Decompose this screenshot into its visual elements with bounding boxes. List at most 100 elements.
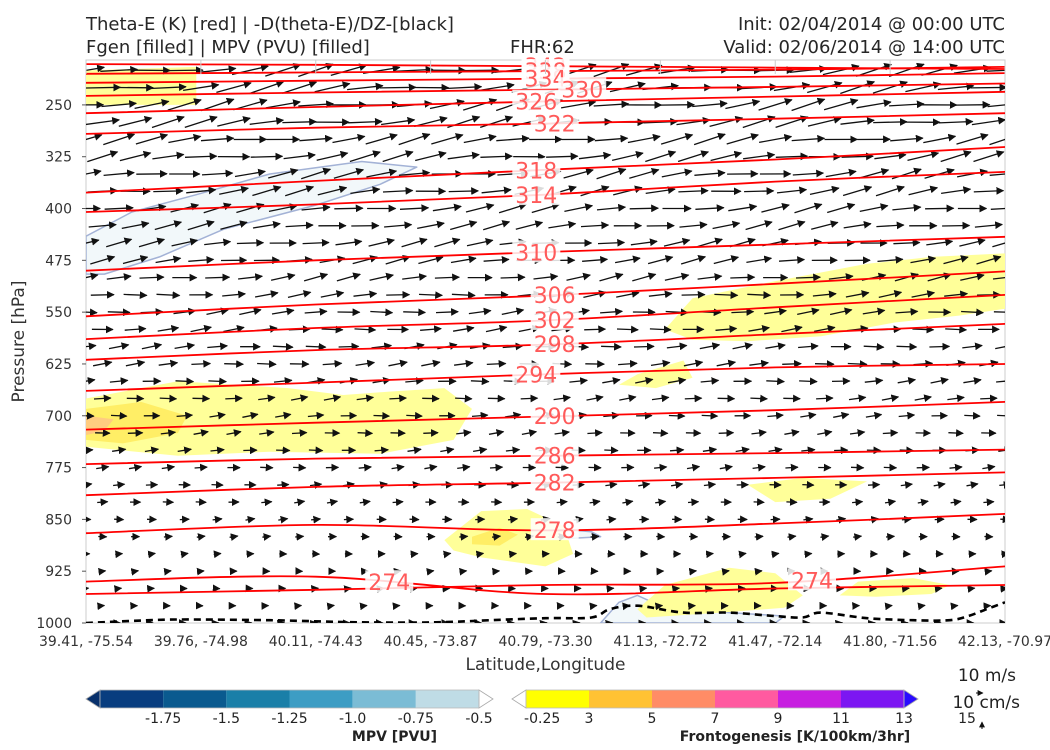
wind-vector [410,550,419,559]
x-axis-label: Latitude,Longitude [466,655,626,675]
wind-vector [463,133,497,144]
wind-vector [488,429,505,437]
wind-vector [611,150,644,162]
contour-label-302: 302 [534,309,576,334]
wind-vector [418,291,443,299]
fgen-colorbar-tick-label: 7 [711,711,720,727]
wind-vector [700,377,720,385]
wind-vector [768,446,783,455]
wind-vector [917,602,926,611]
wind-vector [984,567,993,576]
wind-vector [87,150,119,163]
fgen-colorbar-frame [525,689,905,709]
wind-vector [115,550,124,559]
wind-vector [163,533,173,541]
wind-vector [193,429,209,437]
wind-vector [823,98,859,111]
wind-vector [600,307,623,316]
fgen-colorbar-tick-label: 9 [774,711,783,727]
wind-vector [652,429,669,437]
wind-vector [809,185,840,196]
wind-vector [201,169,234,178]
wind-vector [190,324,212,333]
wind-vector [710,150,743,162]
wind-vector [182,82,220,92]
wind-vector [901,515,912,524]
wind-vector [749,359,769,368]
wind-vector [88,221,117,230]
wind-vector [804,550,813,559]
wind-vector [198,65,237,74]
contour-label-layer: 3423383343303263223183143103063022982942… [365,54,837,596]
wind-vector [966,481,979,489]
wind-vector [970,83,1005,92]
x-tick-label: 40.45, -73.87 [384,634,478,650]
wind-vector [667,377,687,385]
wind-vector [113,481,126,489]
wind-vector [622,498,634,507]
wind-vector [841,152,874,161]
wind-vector [833,411,850,420]
wind-vector [307,411,325,420]
wind-vector [589,602,598,611]
wind-vector [728,203,758,212]
wind-vector [989,138,1005,146]
wind-vector [366,168,398,178]
wind-vector [813,324,836,333]
wind-vector [668,411,686,420]
wind-vector [907,150,940,162]
wind-vector [751,429,767,437]
wind-vector [874,151,907,160]
contour-label-278: 278 [534,519,576,544]
wind-vector [679,221,708,230]
wind-vector [693,132,726,146]
contour-label-bg [530,111,579,134]
wind-vector [937,82,975,91]
wind-vector [466,237,494,247]
wind-vector [407,446,422,455]
fgen-colorbar: 3 5 7 9 11 13 15 Frontogenesis [K/100km/3hr] [511,689,976,745]
wind-vector [508,550,518,559]
wind-vector [278,515,289,524]
mpv-colorbar-segment [163,690,227,708]
wind-vector [334,204,364,213]
wind-vector [614,255,641,264]
wind-vector [980,394,998,403]
contour-label-274: 274 [791,569,833,594]
wind-vector [546,152,579,161]
wind-vector [298,100,334,109]
fgen-region-0 [86,381,472,456]
wind-vector [277,481,290,489]
wind-vector [454,359,474,368]
wind-vector [863,342,885,351]
wind-vector [194,463,208,472]
wind-vector [330,63,368,77]
wind-vector [168,133,202,144]
vector-reference-u-label: 10 m/s [958,666,1016,686]
contour-label-318: 318 [515,159,557,184]
wind-vector [750,394,768,403]
wind-vector [290,394,309,403]
wind-vector [220,220,248,230]
contour-label-bg [521,66,570,89]
wind-vector [311,515,322,524]
wind-vector [92,359,113,368]
wind-vector [650,359,671,368]
wind-vector [865,411,883,420]
wind-vector [365,133,398,145]
wind-vector [859,203,889,213]
wind-vector [399,204,430,213]
wind-vector [310,585,320,593]
wind-vector [926,238,954,247]
wind-vector [90,290,115,299]
wind-vector [308,446,324,455]
wind-vector [856,99,892,109]
wind-vector [187,220,215,231]
wind-vector [964,411,981,420]
wind-vector [914,394,932,403]
wind-vector [398,132,431,146]
wind-vector [963,377,982,385]
wind-vector [743,151,776,160]
wind-vector [161,463,176,472]
wind-vector [655,498,667,507]
